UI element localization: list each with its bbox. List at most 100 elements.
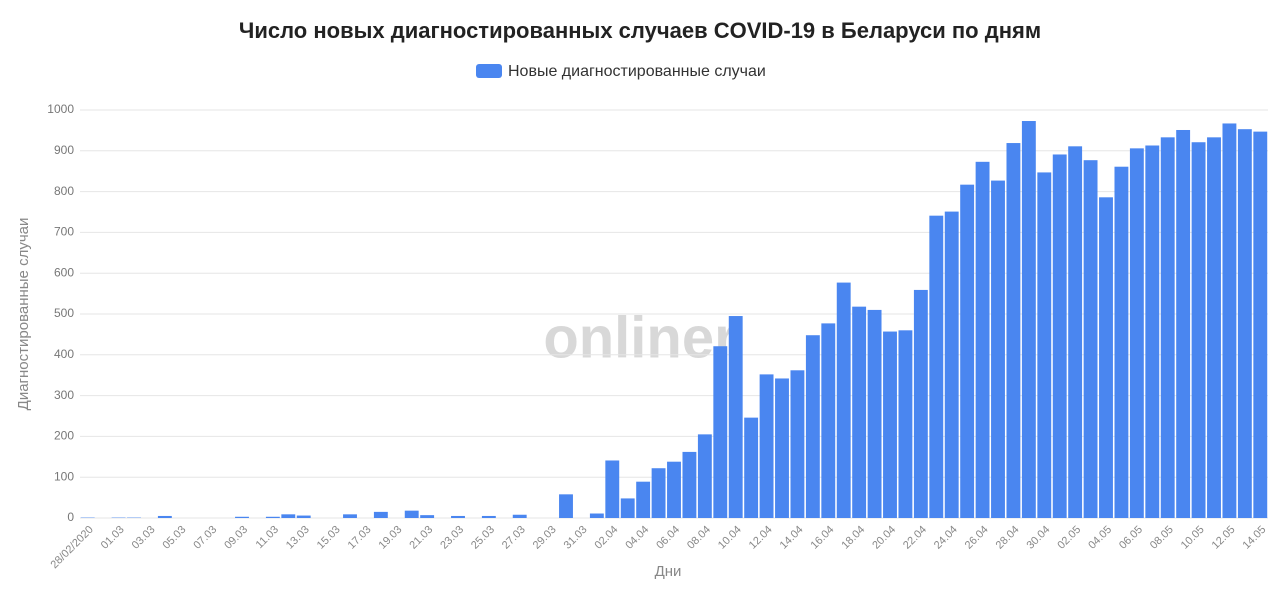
bar: [991, 180, 1005, 519]
x-tick-label: 14.05: [1241, 524, 1269, 552]
bar: [883, 331, 897, 518]
x-tick-label: 22.04: [901, 524, 929, 552]
x-tick-label: 12.05: [1210, 524, 1238, 552]
x-tick-label: 04.05: [1086, 524, 1114, 552]
y-tick-label: 600: [54, 265, 74, 279]
x-tick-label: 06.05: [1117, 524, 1145, 552]
bar: [697, 434, 712, 518]
bar: [559, 494, 573, 518]
bar: [713, 346, 728, 518]
bar: [821, 323, 836, 518]
bar: [404, 510, 419, 518]
x-tick-label: 05.03: [161, 524, 189, 552]
bar: [1099, 197, 1113, 518]
chart-title: Число новых диагностированных случаев CO…: [239, 18, 1041, 43]
x-tick-label: 04.04: [623, 524, 651, 552]
x-tick-label: 25.03: [469, 524, 497, 552]
bar: [281, 514, 296, 518]
bar: [836, 282, 851, 518]
bar: [852, 306, 867, 518]
bar: [867, 309, 882, 518]
x-tick-label: 16.04: [809, 524, 837, 552]
bar: [589, 513, 604, 518]
bar: [1006, 143, 1021, 518]
bar: [1191, 142, 1206, 518]
bar: [975, 161, 990, 519]
watermark: onliner: [543, 305, 736, 370]
bar: [235, 516, 249, 518]
bar: [1237, 129, 1252, 518]
bar: [605, 460, 620, 518]
y-tick-label: 1000: [47, 102, 74, 116]
bar: [296, 515, 311, 518]
x-tick-label: 28.04: [994, 524, 1022, 552]
x-tick-label: 03.03: [130, 524, 158, 552]
x-tick-label: 28/02/2020: [48, 524, 95, 571]
bar: [929, 215, 944, 518]
bar: [1176, 129, 1191, 518]
bar: [373, 511, 388, 518]
x-tick-label: 18.04: [839, 524, 867, 552]
x-tick-label: 11.03: [254, 524, 281, 551]
x-tick-label: 14.04: [778, 524, 806, 552]
bar: [944, 211, 959, 519]
bar: [790, 370, 805, 518]
bar: [1253, 131, 1268, 518]
y-tick-label: 500: [54, 306, 74, 320]
y-tick-label: 0: [67, 510, 74, 524]
bar: [1037, 172, 1052, 518]
y-tick-label: 200: [54, 429, 74, 443]
x-tick-label: 31.03: [562, 524, 590, 552]
y-tick-label: 100: [54, 469, 74, 483]
x-tick-label: 23.03: [438, 524, 466, 552]
bar: [728, 316, 743, 518]
x-tick-label: 01.03: [99, 524, 127, 552]
x-tick-label: 02.05: [1055, 524, 1083, 552]
x-axis-title: Дни: [655, 563, 682, 580]
bar: [1068, 146, 1083, 518]
y-tick-label: 900: [54, 143, 74, 157]
x-tick-label: 27.03: [500, 524, 528, 552]
bar: [451, 515, 465, 518]
x-tick-label: 26.04: [963, 524, 991, 552]
bar: [667, 461, 681, 518]
y-tick-label: 700: [54, 225, 74, 239]
bar: [636, 481, 651, 518]
x-tick-label: 07.03: [191, 524, 219, 552]
x-tick-label: 08.04: [685, 524, 713, 552]
x-tick-label: 30.04: [1025, 524, 1053, 552]
bar: [1083, 160, 1098, 518]
bar: [744, 417, 759, 518]
bar: [913, 289, 928, 518]
x-tick-label: 12.04: [747, 524, 775, 552]
bar: [1052, 154, 1067, 519]
y-axis-title: Диагностированные случаи: [15, 218, 32, 411]
bar: [343, 514, 357, 518]
x-tick-label: 09.03: [222, 524, 250, 552]
legend-swatch: [476, 64, 502, 78]
bar: [265, 516, 280, 518]
bar: [420, 515, 435, 518]
bar: [1222, 123, 1237, 519]
x-tick-label: 21.03: [407, 524, 435, 552]
bar: [759, 374, 774, 518]
bar: [481, 515, 496, 518]
x-tick-label: 08.05: [1148, 524, 1176, 552]
y-tick-label: 800: [54, 184, 74, 198]
x-tick-label: 02.04: [593, 524, 621, 552]
bar: [1021, 121, 1036, 519]
x-tick-label: 10.04: [716, 524, 744, 552]
bar: [898, 330, 913, 518]
x-tick-label: 06.04: [654, 524, 682, 552]
bar: [1145, 145, 1160, 518]
y-tick-label: 300: [54, 388, 74, 402]
x-tick-label: 13.03: [284, 524, 312, 552]
bar: [651, 468, 666, 518]
x-tick-label: 19.03: [377, 524, 405, 552]
y-tick-label: 400: [54, 347, 74, 361]
bar: [157, 515, 172, 518]
bar: [1207, 137, 1221, 518]
x-tick-label: 20.04: [870, 524, 898, 552]
bar: [960, 184, 975, 518]
